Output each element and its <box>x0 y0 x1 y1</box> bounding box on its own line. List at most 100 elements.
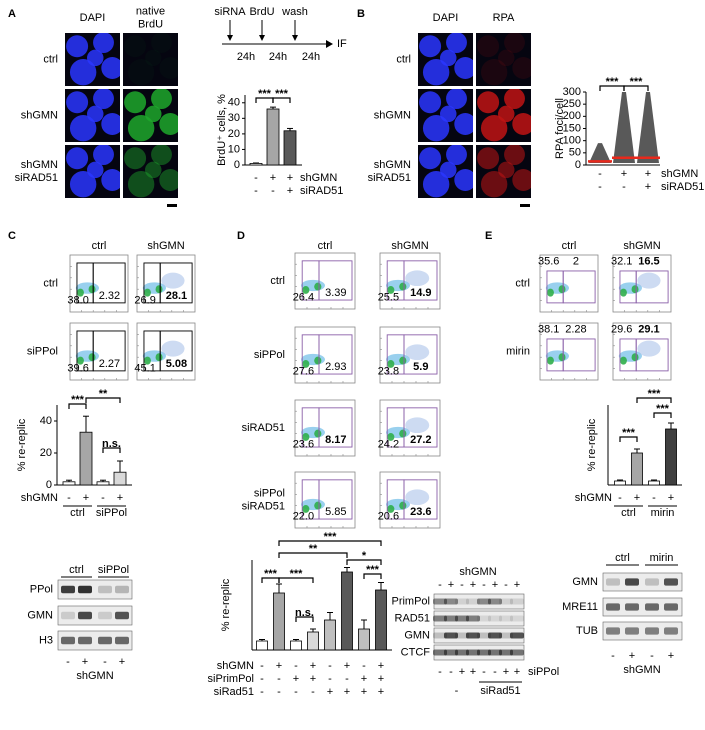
y-axis-label: RPA foci/cell <box>554 98 566 159</box>
cell-cloud <box>314 501 322 510</box>
panel-label: B <box>357 8 365 20</box>
cell-cloud <box>161 272 185 289</box>
cell-cloud <box>302 433 310 441</box>
condition-sign: + <box>82 656 88 668</box>
condition-sign: - <box>598 168 602 180</box>
blot-band <box>433 615 447 622</box>
condition-sign: - <box>277 686 281 698</box>
condition-sign: - <box>101 492 105 504</box>
nucleus <box>145 105 162 123</box>
condition-sign: - <box>650 650 654 662</box>
group-label: mirin <box>650 552 674 564</box>
blot-band <box>466 649 480 656</box>
condition-sign: - <box>67 492 71 504</box>
cell-cloud <box>88 353 96 362</box>
group-label: - <box>455 685 459 697</box>
blot-band <box>625 578 639 586</box>
y-tick-label: 0 <box>575 159 581 171</box>
nucleus <box>66 35 89 58</box>
cell-cloud <box>405 489 430 506</box>
blot-band <box>488 649 502 656</box>
blot-label: PrimPol <box>391 595 430 607</box>
column-header: DAPI <box>433 12 459 24</box>
cell-cloud <box>302 360 310 368</box>
image-bg <box>476 33 531 86</box>
nucleus <box>101 112 120 135</box>
cell-cloud <box>302 505 310 513</box>
row-label: mirin <box>506 345 530 357</box>
gate-value: 2.28 <box>565 324 586 336</box>
cell-cloud <box>631 285 639 294</box>
arrow-head <box>227 35 233 41</box>
condition-sign: + <box>634 492 640 504</box>
condition-sign: + <box>117 492 123 504</box>
y-tick-label: 100 <box>563 135 581 147</box>
nucleus <box>145 49 162 67</box>
condition-sign: + <box>621 168 627 180</box>
blot-band <box>455 615 469 622</box>
blot-band <box>488 632 502 639</box>
column-header: shGMN <box>147 240 184 252</box>
nucleus <box>446 89 467 109</box>
row-label: siRAD51 <box>15 172 58 184</box>
nucleus <box>87 49 104 67</box>
condition-sign: - <box>277 673 281 685</box>
significance-label: *** <box>622 427 636 439</box>
cell-cloud <box>637 340 661 357</box>
significance-label: ** <box>99 388 108 400</box>
row-label: ctrl <box>396 53 411 65</box>
gate-value: 27.2 <box>410 434 431 446</box>
significance-bracket <box>68 403 87 409</box>
nucleus <box>124 91 147 114</box>
condition-name: shGMN <box>217 660 254 672</box>
gate-value: 28.1 <box>166 290 187 302</box>
cell-cloud <box>405 344 430 361</box>
y-tick-label: 20 <box>40 447 52 459</box>
nucleus <box>512 112 531 135</box>
condition-sign: + <box>668 650 674 662</box>
gate-value: 26.9 <box>134 295 155 307</box>
arrow-head <box>326 40 333 48</box>
micrograph <box>476 145 531 198</box>
blot-band <box>510 615 524 622</box>
condition-sign: + <box>645 181 651 193</box>
micrograph <box>65 33 120 86</box>
significance-bracket <box>636 397 672 403</box>
blot-band <box>444 632 458 639</box>
nucleus <box>127 115 155 142</box>
gate <box>562 270 596 304</box>
blot-strip <box>57 605 133 626</box>
condition-sign: + <box>293 673 299 685</box>
condition-sign: + <box>276 660 282 672</box>
nucleus <box>127 171 155 198</box>
column-header: ctrl <box>92 240 107 252</box>
blot-band <box>477 649 491 656</box>
y-tick-label: 10 <box>228 143 240 155</box>
nucleus <box>419 35 442 58</box>
cell-cloud <box>546 356 554 365</box>
condition-sign: - <box>260 660 264 672</box>
group-label: ctrl <box>70 507 85 519</box>
blot-band <box>664 627 678 635</box>
gate-value: 20.6 <box>378 511 399 523</box>
row-label: siRAD51 <box>368 172 411 184</box>
cell-cloud <box>387 360 395 368</box>
micrograph <box>418 145 473 198</box>
nucleus <box>440 105 457 123</box>
condition-name: siPrimPol <box>208 673 254 685</box>
row-label: ctrl <box>515 277 530 289</box>
blot-strip <box>433 593 525 610</box>
significance-bracket <box>363 573 382 579</box>
condition-sign: + <box>327 686 333 698</box>
timeline-duration: 24h <box>269 51 287 63</box>
blot-band <box>98 611 112 620</box>
micrograph <box>65 89 120 142</box>
column-header: ctrl <box>318 240 333 252</box>
condition-name: shGMN <box>575 492 612 504</box>
cell-cloud <box>155 353 163 362</box>
nucleus <box>477 147 500 170</box>
significance-label: n.s. <box>295 607 314 619</box>
condition-sign: + <box>378 673 384 685</box>
nucleus <box>87 105 104 123</box>
cell-cloud <box>558 285 566 294</box>
